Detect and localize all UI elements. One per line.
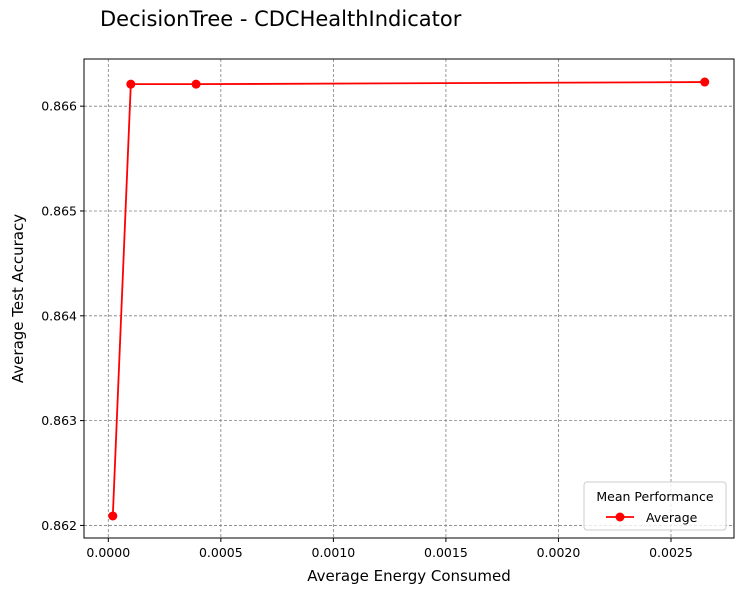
data-point (700, 77, 710, 87)
x-tick-label: 0.0005 (199, 545, 243, 560)
legend-marker (615, 512, 625, 522)
x-tick-label: 0.0025 (649, 545, 693, 560)
legend-label-average: Average (646, 510, 698, 525)
chart-title: DecisionTree - CDCHealthIndicator (100, 7, 462, 31)
series-line-average (111, 81, 705, 517)
x-tick-label: 0.0000 (86, 545, 130, 560)
grid (84, 59, 734, 538)
axis-ticks: 0.0000 0.0005 0.0010 0.0015 0.0020 0.0025 0.86… (41, 99, 693, 560)
y-axis-label: Average Test Accuracy (9, 214, 27, 383)
y-tick-label: 0.863 (41, 413, 77, 428)
data-point (191, 79, 201, 89)
y-tick-label: 0.865 (41, 203, 77, 218)
x-tick-label: 0.0015 (424, 545, 468, 560)
x-tick-label: 0.0020 (537, 545, 581, 560)
y-tick-label: 0.864 (41, 308, 77, 323)
legend: Mean Performance Average (583, 481, 727, 531)
y-tick-label: 0.866 (41, 99, 77, 114)
data-point (108, 511, 118, 521)
data-point (126, 79, 136, 89)
plot-frame (83, 58, 735, 539)
y-tick-label: 0.862 (41, 518, 77, 533)
legend-title: Mean Performance (596, 489, 714, 504)
x-tick-label: 0.0010 (312, 545, 356, 560)
x-axis-label: Average Energy Consumed (307, 567, 511, 585)
series-layer (108, 77, 710, 521)
